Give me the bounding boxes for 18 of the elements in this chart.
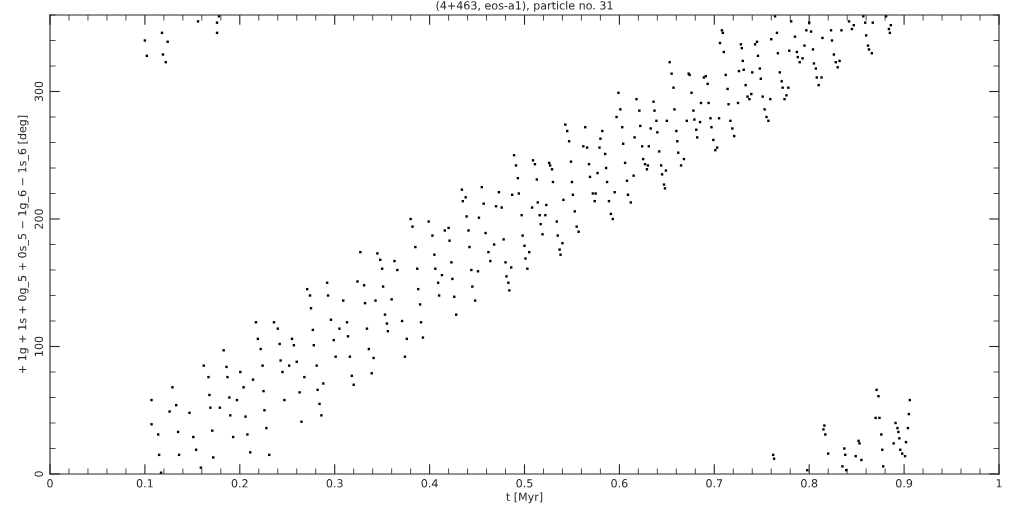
x-tick-label: 0.7	[706, 479, 723, 488]
y-axis-title: + 1g + 1s + 0g_5 + 0s_5 − 1g_6 − 1s_6 [deg]	[17, 115, 29, 373]
x-tick-label: 0.4	[421, 479, 438, 488]
y-tick-label: 100	[34, 336, 43, 356]
y-tick-label: 300	[34, 81, 43, 102]
x-tick-label: 0.6	[611, 479, 628, 488]
y-tick-label: 200	[34, 209, 43, 229]
x-tick-label: 0.2	[231, 479, 248, 488]
x-tick-label: 0.9	[896, 479, 913, 488]
x-tick-label: 1	[996, 479, 1002, 488]
y-tick-label: 0	[34, 471, 43, 477]
x-tick-label: 0.5	[516, 479, 533, 488]
chart-title: (4+463, eos-a1), particle no. 31	[436, 1, 613, 12]
x-tick-label: 0.3	[326, 479, 343, 488]
x-axis-title: t [Myr]	[506, 492, 543, 504]
x-tick-label: 0.1	[136, 479, 153, 488]
x-tick-label: 0	[47, 479, 53, 488]
x-tick-label: 0.8	[801, 479, 818, 488]
